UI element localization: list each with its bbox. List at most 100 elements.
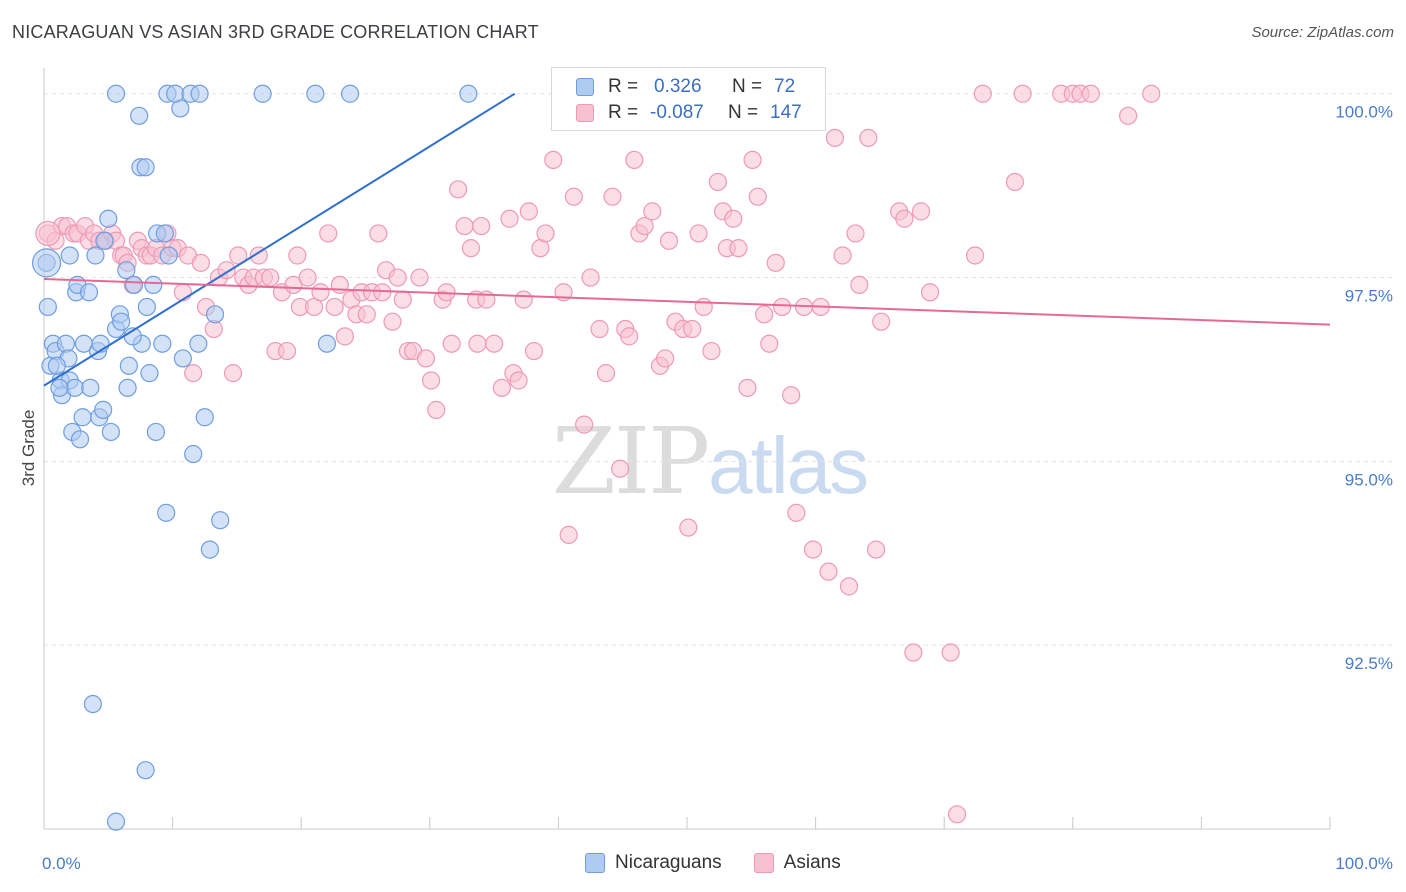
asians-point (427, 400, 446, 419)
nicaraguans-point (130, 106, 149, 125)
asians-point (575, 415, 594, 434)
nicaraguans-point (47, 356, 66, 375)
asians-point (760, 334, 779, 353)
series-legend-asians[interactable]: Asians (753, 852, 841, 874)
y-axis-label: 3rd Grade (19, 410, 38, 487)
nicaraguans-point (200, 540, 219, 559)
asians-point (514, 290, 533, 309)
asians-point (442, 334, 461, 353)
asians-point (448, 180, 468, 199)
nicaraguans-point (459, 84, 478, 103)
nicaraguans-point (83, 694, 102, 714)
asians-point (559, 525, 578, 544)
nicaraguans-point (184, 444, 203, 464)
asians-point (859, 128, 878, 147)
series-swatch-pink (753, 853, 774, 873)
asians-point (298, 268, 317, 287)
nicaraguans-point (166, 84, 185, 103)
nicaraguans-point (118, 378, 137, 397)
legend-r-value: -0.087 (650, 102, 704, 123)
nicaraguans-point (137, 297, 156, 317)
legend-swatch-pink (576, 104, 594, 122)
asians-point (500, 209, 519, 228)
nicaraguans-point (38, 297, 57, 317)
asians-point (330, 275, 349, 295)
nicaraguans-point (195, 408, 214, 427)
legend-n-value: 72 (774, 76, 796, 97)
nicaraguans-point (117, 261, 136, 280)
nicaraguans-point (317, 334, 337, 353)
asians-point (383, 312, 402, 331)
nicaraguans-point (81, 378, 100, 397)
asians-point (846, 224, 865, 243)
nicaraguans-point (112, 312, 131, 331)
asians-point (319, 224, 338, 243)
series-label-asians: Asians (783, 852, 841, 873)
series-legend-nicaraguans[interactable]: Nicaraguans (585, 852, 722, 874)
nicaraguans-point (70, 430, 90, 449)
nicaraguans-point (140, 364, 159, 383)
nicaraguans-point (136, 158, 155, 177)
asians-point (277, 341, 297, 361)
asians-point (611, 459, 630, 478)
asians-point (1081, 84, 1100, 103)
asians-trend-line (43, 278, 1331, 326)
asians-point (643, 202, 662, 221)
asians-point (803, 540, 823, 559)
series-label-nicaraguans: Nicaraguans (615, 852, 722, 873)
nicaraguans-point (106, 812, 126, 831)
y-tick-label: 92.5% (1345, 654, 1393, 673)
nicaraguans-trend-line (43, 92, 516, 387)
y-tick-label: 100.0% (1335, 103, 1393, 122)
asians-point (223, 364, 243, 383)
asians-point (850, 275, 869, 295)
nicaraguans-point (56, 334, 75, 353)
asians-point (1142, 84, 1161, 103)
asians-point (1013, 84, 1032, 103)
asians-point (656, 349, 675, 368)
asians-point (689, 224, 708, 243)
asians-point (738, 378, 757, 397)
source-label: Source: ZipAtlas.com (1251, 24, 1394, 41)
nicaraguans-point (94, 400, 113, 419)
asians-point (911, 202, 931, 221)
asians-point (249, 246, 268, 265)
nicaraguans-point (153, 334, 172, 353)
asians-point (229, 246, 248, 265)
asians-point (596, 364, 616, 383)
nicaraguans-point (173, 349, 192, 368)
asians-point (461, 239, 481, 258)
asians-point (335, 327, 355, 346)
nicaraguans-point (124, 275, 144, 295)
nicaraguans-point (211, 511, 230, 530)
nicaraguans-point (159, 246, 178, 265)
nicaraguans-point (60, 246, 79, 265)
nicaraguans-point-cluster (31, 248, 62, 278)
nicaraguans-point (144, 275, 163, 295)
nicaraguans-point (155, 224, 174, 243)
asians-point (325, 297, 344, 317)
asians-point (288, 246, 307, 265)
asians-point (311, 283, 330, 302)
asians-point (635, 216, 654, 236)
watermark-atlas: atlas (708, 421, 869, 510)
legend-row-nicaraguans: R = 0.326 N = 72 (576, 74, 795, 100)
asians-point (819, 562, 838, 581)
asians-point (1005, 172, 1025, 192)
nicaraguans-point (190, 84, 209, 103)
nicaraguans-point (79, 283, 99, 302)
asians-point (455, 216, 474, 236)
asians-point (625, 150, 644, 170)
nicaraguans-point (101, 422, 120, 442)
y-tick-label: 95.0% (1345, 470, 1393, 489)
asians-point (191, 253, 210, 272)
nicaraguans-points (31, 84, 478, 831)
trend-lines (43, 92, 1331, 387)
asians-point (410, 268, 429, 287)
nicaraguans-point (65, 378, 84, 397)
legend-r-label: R = (608, 76, 639, 97)
asians-point (357, 305, 376, 324)
asians-point (620, 327, 639, 346)
asians-point (590, 319, 609, 339)
